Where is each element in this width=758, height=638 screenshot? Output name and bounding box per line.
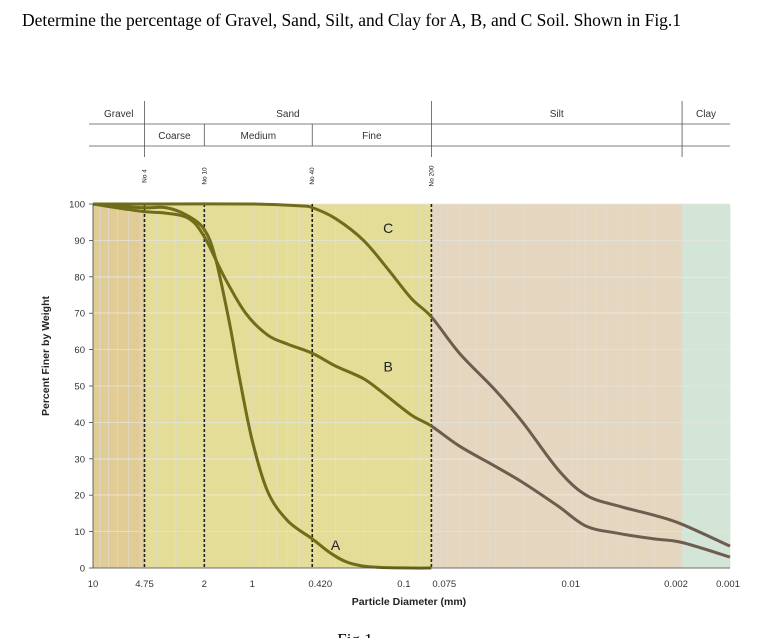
- curve-label-A: A: [331, 537, 341, 553]
- x-tick-label: 0.075: [432, 579, 456, 590]
- class-label: Sand: [276, 109, 299, 120]
- curve-C: [93, 202, 432, 320]
- curve-B-fine: [431, 424, 731, 559]
- sieve-label: No 10: [201, 167, 208, 185]
- y-tick-label: 0: [80, 564, 85, 575]
- y-tick-label: 80: [74, 272, 85, 283]
- class-label: Gravel: [104, 109, 133, 120]
- y-tick-label: 50: [74, 382, 85, 393]
- y-tick-label: 70: [74, 309, 85, 320]
- x-tick-label: 2: [202, 579, 207, 590]
- x-tick-label: 1: [250, 579, 255, 590]
- y-tick-label: 20: [74, 491, 85, 502]
- x-tick-label: 4.75: [135, 579, 154, 590]
- sieve-label: No 200: [428, 165, 435, 186]
- class-label: Silt: [550, 109, 564, 120]
- gradation-curves: A B C: [92, 202, 731, 570]
- curve-A: [92, 202, 432, 570]
- chart-grid: [93, 203, 731, 569]
- x-axis-label: Particle Diameter (mm): [352, 596, 466, 608]
- curve-label-C: C: [383, 220, 393, 236]
- y-tick-label: 100: [69, 200, 85, 211]
- y-tick-label: 10: [74, 527, 85, 538]
- x-tick-label: 0.420: [308, 579, 332, 590]
- figure-caption: Fig.1: [337, 630, 372, 638]
- sand-subclass-label: Coarse: [158, 131, 191, 142]
- curve-C-fine: [431, 314, 731, 548]
- sieve-lines: No 4 No 10 No 40 No 200: [141, 165, 435, 568]
- y-tick-label: 40: [74, 418, 85, 429]
- y-tick-label: 30: [74, 454, 85, 465]
- y-axis-label: Percent Finer by Weight: [40, 296, 52, 416]
- curve-B: [92, 202, 432, 428]
- classification-table: Gravel Sand Silt Clay Coarse Medium Fine: [89, 101, 730, 157]
- y-tick-label: 90: [74, 236, 85, 247]
- class-label: Clay: [696, 109, 716, 120]
- sand-subclass-label: Fine: [362, 131, 382, 142]
- x-tick-label: 0.002: [664, 579, 688, 590]
- question-text: Determine the percentage of Gravel, Sand…: [22, 10, 682, 30]
- x-tick-label: 10: [88, 579, 99, 590]
- curve-label-B: B: [384, 358, 393, 374]
- x-tick-label: 0.001: [716, 579, 740, 590]
- sieve-label: No 40: [309, 167, 316, 185]
- sand-subclass-label: Medium: [240, 131, 276, 142]
- y-tick-label: 60: [74, 345, 85, 356]
- x-tick-label: 0.01: [562, 579, 581, 590]
- sieve-label: No 4: [141, 169, 148, 183]
- x-tick-label: 0.1: [397, 579, 410, 590]
